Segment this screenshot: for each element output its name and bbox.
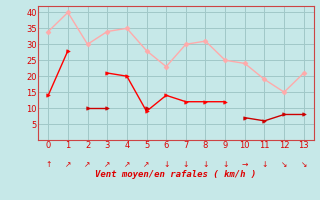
Text: ↓: ↓ [222, 160, 228, 169]
Text: ↓: ↓ [183, 160, 189, 169]
Text: →: → [242, 160, 248, 169]
Text: ↑: ↑ [45, 160, 52, 169]
Text: ↘: ↘ [300, 160, 307, 169]
X-axis label: Vent moyen/en rafales ( km/h ): Vent moyen/en rafales ( km/h ) [95, 170, 257, 179]
Text: ↗: ↗ [65, 160, 71, 169]
Text: ↓: ↓ [163, 160, 169, 169]
Text: ↓: ↓ [202, 160, 209, 169]
Text: ↘: ↘ [281, 160, 287, 169]
Text: ↗: ↗ [84, 160, 91, 169]
Text: ↗: ↗ [124, 160, 130, 169]
Text: ↗: ↗ [143, 160, 150, 169]
Text: ↓: ↓ [261, 160, 268, 169]
Text: ↗: ↗ [104, 160, 110, 169]
